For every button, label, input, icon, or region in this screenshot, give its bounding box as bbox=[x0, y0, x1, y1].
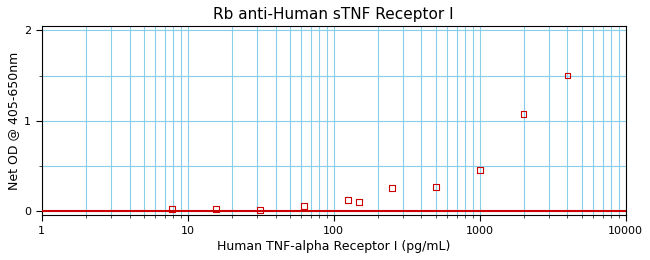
Title: Rb anti-Human sTNF Receptor I: Rb anti-Human sTNF Receptor I bbox=[213, 7, 454, 22]
Point bbox=[430, 185, 441, 189]
Y-axis label: Net OD @ 405-650nm: Net OD @ 405-650nm bbox=[7, 51, 20, 190]
Point bbox=[211, 207, 221, 211]
Point bbox=[387, 186, 397, 191]
Point bbox=[474, 168, 485, 172]
Point bbox=[562, 74, 573, 78]
Point bbox=[298, 204, 309, 209]
Point bbox=[518, 112, 528, 116]
Point bbox=[354, 200, 365, 204]
Point bbox=[255, 208, 265, 212]
X-axis label: Human TNF-alpha Receptor I (pg/mL): Human TNF-alpha Receptor I (pg/mL) bbox=[217, 240, 450, 253]
Point bbox=[343, 198, 353, 202]
Point bbox=[166, 207, 177, 211]
